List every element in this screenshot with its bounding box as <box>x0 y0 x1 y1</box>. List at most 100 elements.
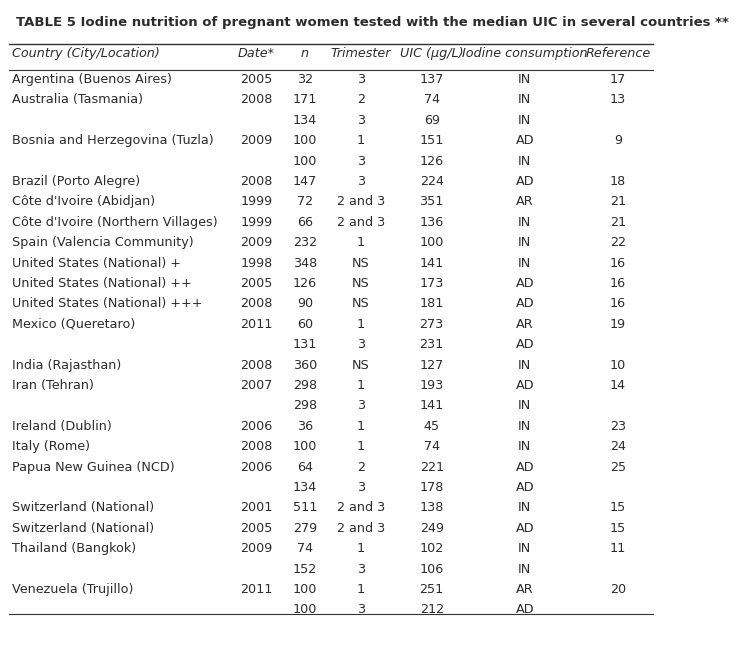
Text: 10: 10 <box>610 359 626 372</box>
Text: 152: 152 <box>293 563 317 576</box>
Text: United States (National) ++: United States (National) ++ <box>12 277 191 290</box>
Text: 1999: 1999 <box>241 216 273 229</box>
Text: 2009: 2009 <box>241 542 273 555</box>
Text: 1: 1 <box>357 318 365 331</box>
Text: 2008: 2008 <box>241 440 273 453</box>
Text: Papua New Guinea (NCD): Papua New Guinea (NCD) <box>12 461 174 474</box>
Text: NS: NS <box>352 257 370 270</box>
Text: 16: 16 <box>610 277 626 290</box>
Text: 1: 1 <box>357 440 365 453</box>
Text: 2001: 2001 <box>241 501 273 515</box>
Text: 23: 23 <box>610 420 626 433</box>
Text: 127: 127 <box>419 359 444 372</box>
Text: 151: 151 <box>419 134 444 147</box>
Text: 15: 15 <box>610 522 626 535</box>
Text: 60: 60 <box>297 318 313 331</box>
Text: 100: 100 <box>293 134 317 147</box>
Text: 66: 66 <box>297 216 313 229</box>
Text: 134: 134 <box>293 114 317 127</box>
Text: Iodine consumption: Iodine consumption <box>462 47 588 61</box>
Text: 2011: 2011 <box>241 318 273 331</box>
Text: 3: 3 <box>357 155 365 168</box>
Text: Reference: Reference <box>586 47 650 61</box>
Text: AD: AD <box>516 379 534 392</box>
Text: 126: 126 <box>419 155 444 168</box>
Text: 134: 134 <box>293 481 317 494</box>
Text: 511: 511 <box>293 501 317 515</box>
Text: 147: 147 <box>293 175 317 188</box>
Text: AD: AD <box>516 175 534 188</box>
Text: 1: 1 <box>357 236 365 249</box>
Text: 351: 351 <box>419 195 444 209</box>
Text: AD: AD <box>516 134 534 147</box>
Text: 21: 21 <box>610 216 626 229</box>
Text: IN: IN <box>519 440 531 453</box>
Text: United States (National) +: United States (National) + <box>12 257 181 270</box>
Text: 3: 3 <box>357 603 365 617</box>
Text: Côte d'Ivoire (Northern Villages): Côte d'Ivoire (Northern Villages) <box>12 216 218 229</box>
Text: Mexico (Queretaro): Mexico (Queretaro) <box>12 318 135 331</box>
Text: 298: 298 <box>293 379 317 392</box>
Text: 100: 100 <box>419 236 444 249</box>
Text: 36: 36 <box>297 420 313 433</box>
Text: 2 and 3: 2 and 3 <box>337 216 385 229</box>
Text: IN: IN <box>519 114 531 127</box>
Text: NS: NS <box>352 359 370 372</box>
Text: IN: IN <box>519 542 531 555</box>
Text: IN: IN <box>519 420 531 433</box>
Text: 15: 15 <box>610 501 626 515</box>
Text: 2006: 2006 <box>241 420 273 433</box>
Text: Australia (Tasmania): Australia (Tasmania) <box>12 93 143 107</box>
Text: 171: 171 <box>293 93 317 107</box>
Text: IN: IN <box>519 216 531 229</box>
Text: 102: 102 <box>419 542 444 555</box>
Text: Switzerland (National): Switzerland (National) <box>12 522 154 535</box>
Text: AR: AR <box>516 318 533 331</box>
Text: 231: 231 <box>419 338 444 351</box>
Text: 69: 69 <box>424 114 440 127</box>
Text: 25: 25 <box>610 461 626 474</box>
Text: 74: 74 <box>424 440 440 453</box>
Text: AR: AR <box>516 195 533 209</box>
Text: 138: 138 <box>419 501 444 515</box>
Text: 2 and 3: 2 and 3 <box>337 195 385 209</box>
Text: 2: 2 <box>357 461 365 474</box>
Text: 221: 221 <box>419 461 444 474</box>
Text: Argentina (Buenos Aires): Argentina (Buenos Aires) <box>12 73 172 86</box>
Text: United States (National) +++: United States (National) +++ <box>12 297 203 311</box>
Text: 100: 100 <box>293 440 317 453</box>
Text: Bosnia and Herzegovina (Tuzla): Bosnia and Herzegovina (Tuzla) <box>12 134 214 147</box>
Text: TABLE 5 Iodine nutrition of pregnant women tested with the median UIC in several: TABLE 5 Iodine nutrition of pregnant wom… <box>16 16 729 30</box>
Text: AD: AD <box>516 277 534 290</box>
Text: 232: 232 <box>293 236 317 249</box>
Text: 141: 141 <box>419 257 444 270</box>
Text: Ireland (Dublin): Ireland (Dublin) <box>12 420 112 433</box>
Text: 16: 16 <box>610 257 626 270</box>
Text: IN: IN <box>519 155 531 168</box>
Text: 141: 141 <box>419 399 444 413</box>
Text: 20: 20 <box>610 583 626 596</box>
Text: 348: 348 <box>293 257 317 270</box>
Text: 22: 22 <box>610 236 626 249</box>
Text: 3: 3 <box>357 481 365 494</box>
Text: 1: 1 <box>357 379 365 392</box>
Text: 2008: 2008 <box>241 359 273 372</box>
Text: 1: 1 <box>357 583 365 596</box>
Text: 249: 249 <box>419 522 444 535</box>
Text: 2: 2 <box>357 93 365 107</box>
Text: 2005: 2005 <box>241 277 273 290</box>
Text: 2009: 2009 <box>241 236 273 249</box>
Text: IN: IN <box>519 501 531 515</box>
Text: Venezuela (Trujillo): Venezuela (Trujillo) <box>12 583 133 596</box>
Text: 1: 1 <box>357 134 365 147</box>
Text: 224: 224 <box>419 175 444 188</box>
Text: 19: 19 <box>610 318 626 331</box>
Text: IN: IN <box>519 359 531 372</box>
Text: 251: 251 <box>419 583 444 596</box>
Text: IN: IN <box>519 563 531 576</box>
Text: 18: 18 <box>610 175 626 188</box>
Text: 2005: 2005 <box>241 73 273 86</box>
Text: 1: 1 <box>357 542 365 555</box>
Text: 181: 181 <box>419 297 444 311</box>
Text: 3: 3 <box>357 73 365 86</box>
